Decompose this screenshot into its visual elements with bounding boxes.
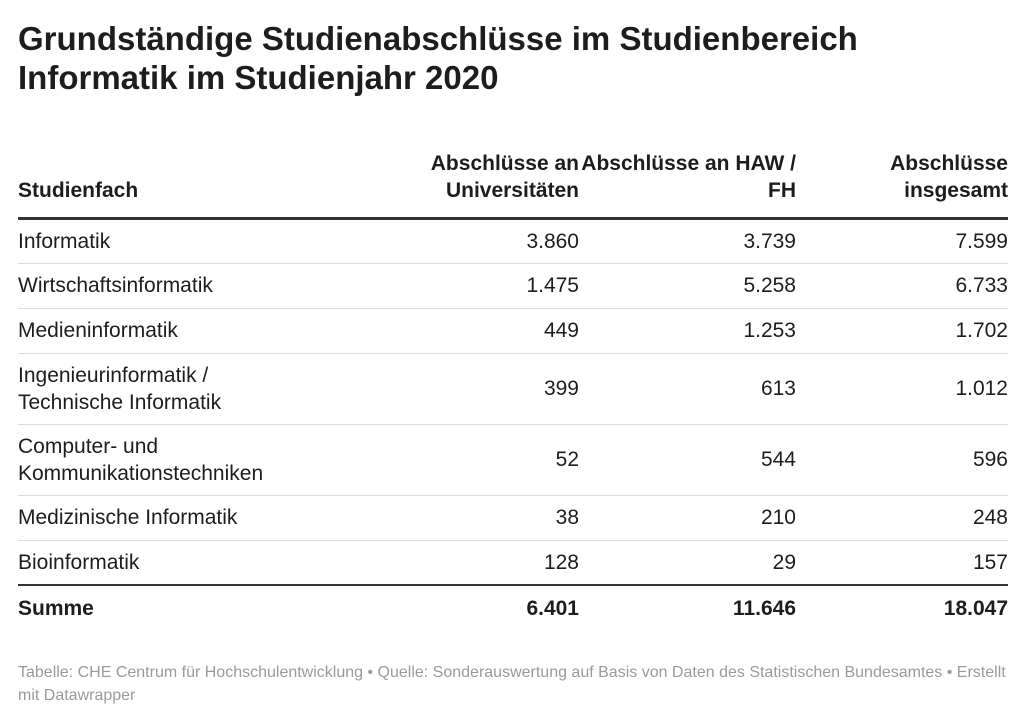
column-header-haw-fh: Abschlüsse an HAW / FH: [579, 140, 796, 220]
chart-title: Grundständige Studienabschlüsse im Studi…: [18, 20, 858, 96]
cell-haw-fh: 3.739: [579, 218, 796, 264]
cell-haw-fh: 210: [579, 495, 796, 541]
cell-insgesamt: 1.012: [796, 353, 1008, 425]
total-row: Summe 6.401 11.646 18.047: [18, 584, 1008, 631]
table-row: Computer- und Kommunikationstechniken 52…: [18, 424, 1008, 496]
column-header-universitaeten: Abschlüsse an Universitäten: [388, 140, 579, 220]
cell-haw-fh: 1.253: [579, 308, 796, 354]
cell-studienfach: Ingenieurinformatik / Technische Informa…: [18, 353, 388, 425]
table-row: Ingenieurinformatik / Technische Informa…: [18, 353, 1008, 425]
total-label: Summe: [18, 584, 388, 631]
table-row: Medizinische Informatik 38 210 248: [18, 495, 1008, 541]
table-row: Wirtschaftsinformatik 1.475 5.258 6.733: [18, 263, 1008, 309]
cell-universitaeten: 38: [388, 495, 579, 541]
cell-insgesamt: 248: [796, 495, 1008, 541]
cell-insgesamt: 7.599: [796, 218, 1008, 264]
table-row: Bioinformatik 128 29 157: [18, 540, 1008, 585]
total-insgesamt: 18.047: [796, 584, 1008, 631]
source-note: Tabelle: CHE Centrum für Hochschulentwic…: [18, 664, 1006, 704]
cell-studienfach: Bioinformatik: [18, 550, 140, 574]
header-row: Studienfach Abschlüsse an Universitäten …: [18, 140, 1008, 220]
cell-universitaeten: 399: [388, 353, 579, 425]
column-header-studienfach: Studienfach: [18, 140, 388, 220]
cell-insgesamt: 6.733: [796, 263, 1008, 309]
cell-universitaeten: 3.860: [388, 218, 579, 264]
cell-haw-fh: 544: [579, 424, 796, 496]
cell-haw-fh: 5.258: [579, 263, 796, 309]
cell-haw-fh: 29: [772, 550, 796, 574]
cell-studienfach: Wirtschaftsinformatik: [18, 263, 388, 309]
total-haw-fh: 11.646: [579, 584, 796, 631]
cell-insgesamt: 1.702: [796, 308, 1008, 354]
table-row: Informatik 3.860 3.739 7.599: [18, 218, 1008, 264]
data-table: Studienfach Abschlüsse an Universitäten …: [18, 140, 1008, 631]
cell-universitaeten: 449: [388, 308, 579, 354]
total-universitaeten: 6.401: [388, 584, 579, 631]
cell-studienfach: Medizinische Informatik: [18, 495, 388, 541]
cell-universitaeten: 128: [543, 550, 579, 574]
cell-studienfach: Computer- und Kommunikationstechniken: [18, 424, 388, 496]
cell-insgesamt: 157: [972, 550, 1008, 574]
table-row: Medieninformatik 449 1.253 1.702: [18, 308, 1008, 354]
cell-studienfach: Informatik: [18, 218, 388, 264]
cell-universitaeten: 1.475: [388, 263, 579, 309]
cell-studienfach: Medieninformatik: [18, 308, 388, 354]
cell-haw-fh: 613: [579, 353, 796, 425]
cell-insgesamt: 596: [796, 424, 1008, 496]
column-header-insgesamt: Abschlüsse insgesamt: [796, 140, 1008, 220]
cell-universitaeten: 52: [388, 424, 579, 496]
